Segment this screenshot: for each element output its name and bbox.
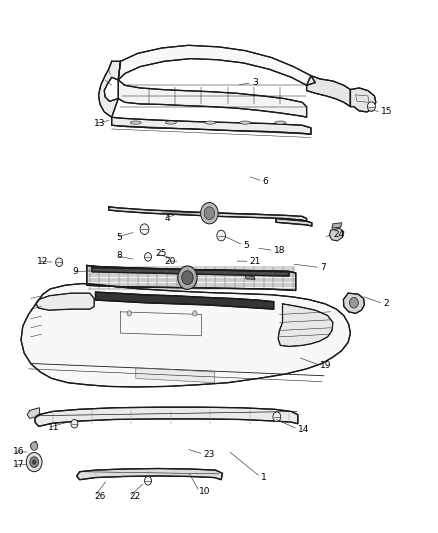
Text: 20: 20	[164, 257, 176, 265]
Polygon shape	[36, 293, 94, 310]
Ellipse shape	[166, 121, 176, 124]
Text: 15: 15	[381, 108, 392, 116]
Polygon shape	[35, 407, 298, 426]
Text: 16: 16	[13, 448, 25, 456]
Circle shape	[217, 230, 226, 241]
Circle shape	[201, 203, 218, 224]
Text: 2: 2	[383, 300, 389, 308]
Circle shape	[145, 253, 152, 261]
Circle shape	[127, 311, 131, 316]
Text: 6: 6	[263, 177, 268, 185]
Ellipse shape	[205, 121, 215, 124]
Polygon shape	[31, 441, 37, 449]
Text: 17: 17	[13, 461, 25, 469]
Polygon shape	[276, 219, 312, 226]
Text: 1: 1	[261, 473, 266, 481]
Circle shape	[56, 258, 63, 266]
Text: 5: 5	[116, 233, 122, 241]
Text: 19: 19	[320, 361, 331, 369]
Circle shape	[32, 460, 36, 464]
Ellipse shape	[275, 121, 286, 124]
Circle shape	[367, 102, 375, 111]
Text: 9: 9	[72, 268, 78, 276]
Text: 25: 25	[155, 249, 167, 258]
Polygon shape	[99, 61, 120, 117]
Text: 13: 13	[94, 119, 106, 128]
Circle shape	[71, 419, 78, 428]
Text: 4: 4	[164, 214, 170, 223]
Polygon shape	[332, 223, 342, 228]
Circle shape	[145, 477, 152, 485]
Text: 12: 12	[37, 257, 49, 265]
Text: 23: 23	[204, 450, 215, 458]
Text: 24: 24	[333, 230, 344, 239]
Polygon shape	[95, 292, 274, 309]
Text: 22: 22	[129, 492, 141, 501]
Circle shape	[30, 457, 39, 467]
Text: 8: 8	[116, 252, 122, 260]
Text: 10: 10	[199, 487, 211, 496]
Polygon shape	[77, 469, 223, 480]
Polygon shape	[307, 76, 350, 107]
Circle shape	[273, 412, 281, 422]
Text: 21: 21	[250, 257, 261, 265]
Polygon shape	[118, 80, 307, 117]
Circle shape	[31, 442, 38, 450]
Polygon shape	[350, 88, 376, 112]
Polygon shape	[343, 293, 364, 313]
Text: 7: 7	[320, 263, 325, 272]
Circle shape	[26, 453, 42, 472]
Text: 3: 3	[252, 78, 258, 87]
Circle shape	[204, 207, 215, 220]
Text: 18: 18	[274, 246, 285, 255]
Circle shape	[193, 311, 197, 316]
Circle shape	[350, 297, 358, 308]
Circle shape	[182, 271, 193, 285]
Polygon shape	[245, 276, 255, 279]
Circle shape	[140, 224, 149, 235]
Polygon shape	[109, 207, 307, 221]
Polygon shape	[278, 304, 333, 346]
Polygon shape	[27, 408, 39, 418]
Ellipse shape	[240, 121, 251, 124]
Polygon shape	[21, 284, 350, 387]
Polygon shape	[136, 368, 215, 383]
Polygon shape	[112, 117, 311, 134]
Polygon shape	[87, 265, 296, 290]
Polygon shape	[118, 45, 315, 85]
Text: 11: 11	[48, 423, 60, 432]
Polygon shape	[92, 268, 289, 276]
Polygon shape	[329, 228, 344, 241]
Text: 26: 26	[94, 492, 106, 501]
Text: 5: 5	[243, 241, 249, 249]
Circle shape	[178, 266, 197, 289]
Ellipse shape	[131, 121, 141, 124]
Text: 14: 14	[298, 425, 309, 433]
